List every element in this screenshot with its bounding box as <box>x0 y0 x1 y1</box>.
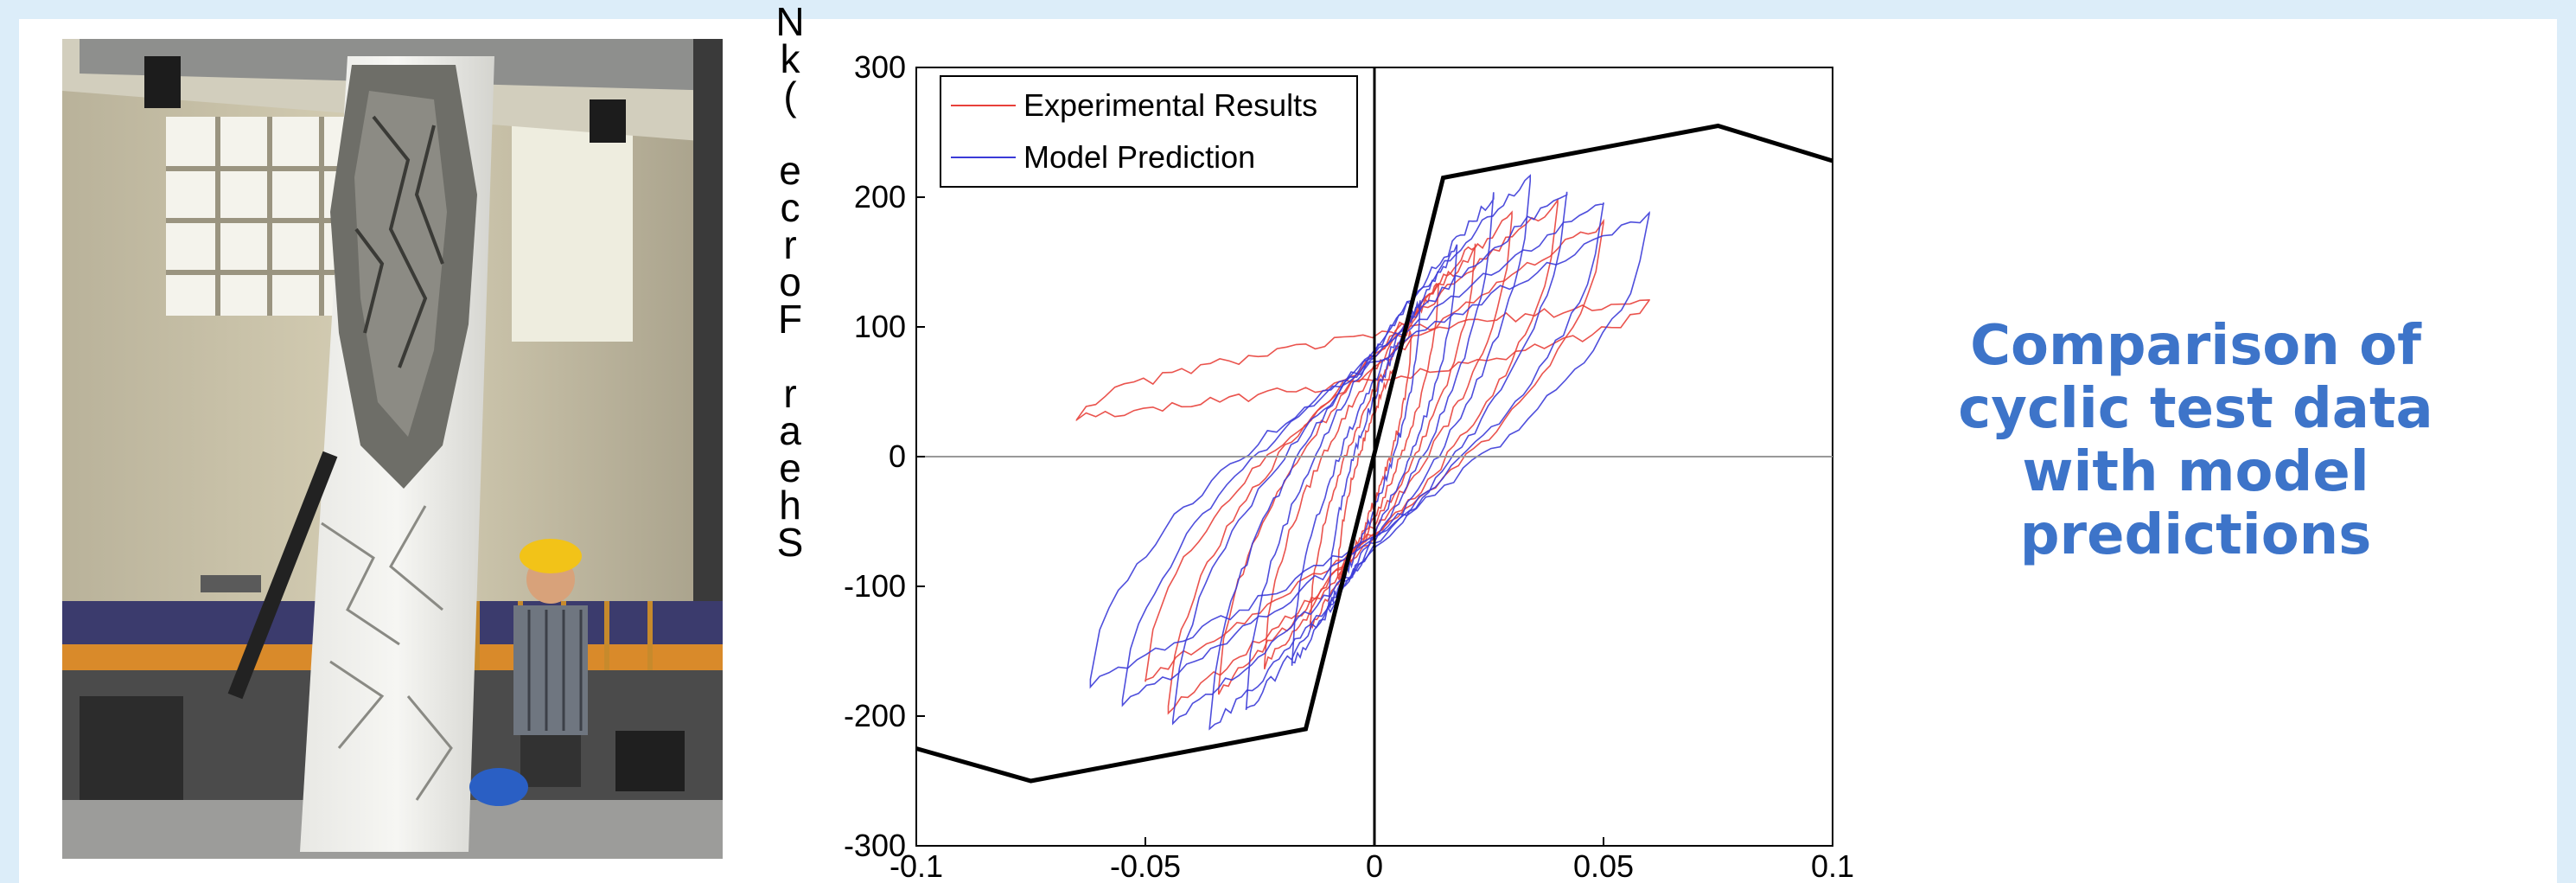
x-tick-label: 0 <box>1366 848 1383 883</box>
y-tick-label: -300 <box>844 828 906 863</box>
column-test-photo <box>62 39 723 859</box>
x-tick-label: -0.05 <box>1110 848 1181 883</box>
series-model-prediction <box>1090 176 1649 729</box>
y-tick-label: -200 <box>844 698 906 733</box>
model-loop <box>1173 192 1567 724</box>
legend-label-model: Model Prediction <box>1023 139 1255 175</box>
hysteresis-chart: -0.1 -0.05 0 0.05 0.13002001000-100-200-300 … <box>821 26 1859 883</box>
model-loop <box>1090 213 1649 687</box>
legend: Experimental Results Model Prediction <box>940 76 1357 187</box>
y-axis-label: N k ( e c r o F r a e h S <box>764 3 816 561</box>
y-tick-label: 0 <box>889 438 906 474</box>
x-tick-label: 0.05 <box>1573 848 1634 883</box>
y-tick-label: -100 <box>844 568 906 604</box>
y-tick-label: 100 <box>854 309 906 344</box>
x-tick-label: 0.1 <box>1811 848 1854 883</box>
y-tick-label: 300 <box>854 49 906 85</box>
legend-label-experimental: Experimental Results <box>1023 87 1317 123</box>
slide-caption: Comparison of cyclic test data with mode… <box>1936 315 2455 567</box>
y-tick-label: 200 <box>854 179 906 214</box>
